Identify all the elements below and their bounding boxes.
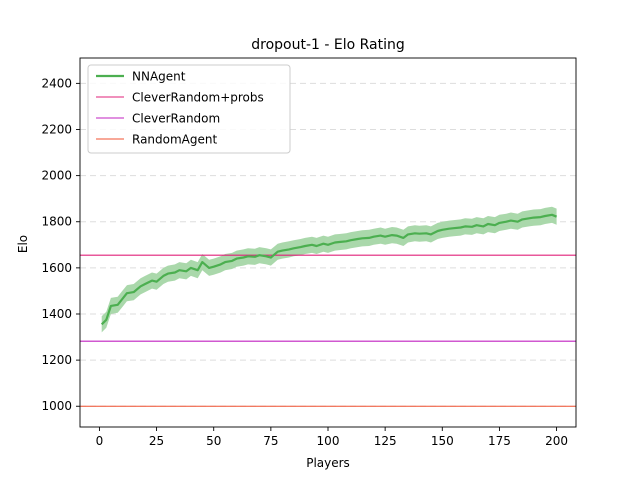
- y-tick-label: 1200: [41, 353, 72, 367]
- x-tick-label: 175: [488, 434, 511, 448]
- x-axis-label: Players: [306, 456, 350, 470]
- x-tick-label: 0: [96, 434, 104, 448]
- y-tick-label: 1000: [41, 399, 72, 413]
- y-tick-label: 1600: [41, 261, 72, 275]
- legend-entry-label: NNAgent: [132, 70, 186, 84]
- legend-box: [87, 64, 291, 154]
- y-axis-label: Elo: [16, 235, 30, 253]
- nnagent-line: [100, 213, 558, 326]
- reference-lines: [80, 254, 576, 407]
- legend-entry-label: CleverRandom+probs: [132, 91, 264, 105]
- y-tick-label: 2000: [41, 169, 72, 183]
- x-tick-label: 25: [149, 434, 164, 448]
- x-tick-label: 75: [263, 434, 278, 448]
- legend-entry-label: CleverRandom: [132, 112, 220, 126]
- x-tick-label: 150: [431, 434, 454, 448]
- x-tick-label: 200: [545, 434, 568, 448]
- chart-title: dropout-1 - Elo Rating: [251, 37, 405, 53]
- x-axis-ticks: 0 25 50 75 100 125 150 175 200: [96, 427, 568, 448]
- legend-entry-label: RandomAgent: [132, 133, 217, 147]
- x-tick-label: 125: [374, 434, 397, 448]
- x-tick-label: 50: [206, 434, 221, 448]
- x-tick-label: 100: [317, 434, 340, 448]
- y-tick-label: 2200: [41, 122, 72, 136]
- y-tick-label: 1400: [41, 307, 72, 321]
- nnagent-line-group: [100, 213, 558, 326]
- y-tick-label: 1800: [41, 215, 72, 229]
- y-tick-label: 2400: [41, 76, 72, 90]
- y-axis-ticks: 1000 1200 1400 1600 1800 2000 2200 2400: [41, 76, 80, 413]
- legend: NNAgent CleverRandom+probs CleverRandom Ran…: [87, 64, 291, 154]
